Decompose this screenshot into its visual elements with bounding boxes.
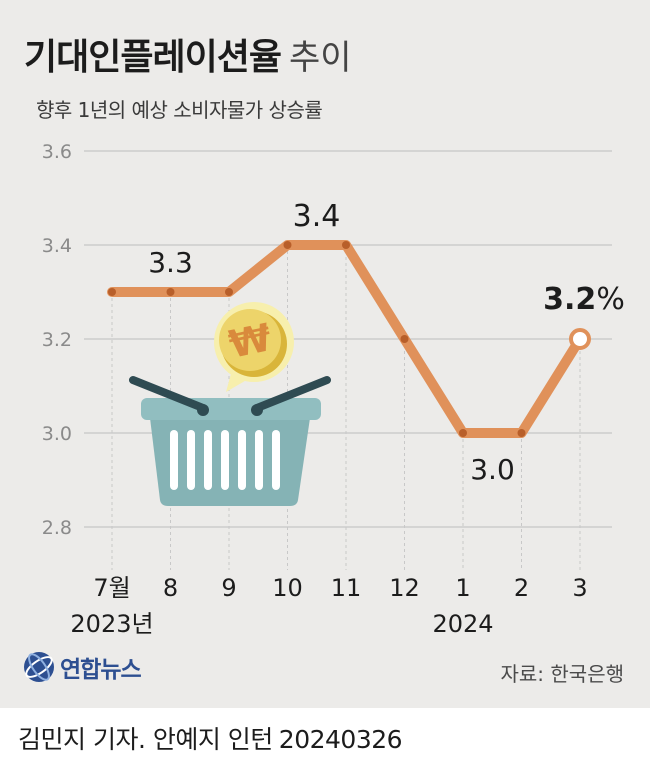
data-label: 3.4	[293, 199, 341, 234]
x-tick-label: 10	[272, 574, 303, 602]
x-tick-label: 12	[389, 574, 420, 602]
data-point	[108, 288, 116, 296]
data-label-latest: 3.2%	[543, 282, 625, 317]
y-tick-label: 3.0	[42, 423, 72, 445]
byline-date: 20240326	[278, 725, 403, 754]
x-tick-label: 11	[331, 574, 362, 602]
x-tick-label: 1	[455, 574, 470, 602]
data-label: 3.3	[148, 246, 193, 279]
logo-text: 연합뉴스	[60, 657, 142, 683]
y-tick-label: 3.2	[42, 329, 72, 351]
x-tick-label: 8	[163, 574, 178, 602]
chart-subtitle: 향후 1년의 예상 소비자물가 상승률	[36, 98, 323, 122]
title-main: 기대인플레이션율	[24, 37, 282, 78]
data-label: 3.0	[470, 453, 515, 486]
x-tick-label: 3	[572, 574, 587, 602]
data-point	[225, 288, 233, 296]
chart-title: 기대인플레이션율 추이	[24, 28, 352, 80]
yonhap-logo: 연합뉴스	[22, 650, 142, 684]
data-point-latest	[569, 328, 591, 350]
data-point	[283, 241, 292, 249]
x-tick-label: 7월	[93, 574, 130, 602]
y-tick-label: 2.8	[42, 517, 72, 539]
data-point	[517, 429, 526, 437]
title-suffix: 추이	[288, 38, 352, 78]
x-tick-label: 2	[514, 574, 529, 602]
data-point	[166, 288, 175, 296]
byline-author: 김민지 기자. 안예지 인턴	[18, 725, 273, 754]
x-year-label: 2024	[432, 610, 493, 638]
x-tick-label: 9	[221, 574, 236, 602]
byline: 김민지 기자. 안예지 인턴 20240326	[18, 720, 403, 756]
yonhap-globe-icon	[24, 652, 54, 682]
x-year-label: 2023년	[70, 610, 153, 638]
source-note: 자료: 한국은행	[500, 662, 625, 686]
chart-card	[0, 0, 650, 708]
shopping-basket-icon	[129, 376, 331, 506]
won-coin-icon: ₩	[214, 302, 294, 392]
y-tick-label: 3.4	[42, 235, 72, 257]
data-point	[342, 241, 350, 249]
data-point	[459, 429, 467, 437]
svg-text:₩: ₩	[225, 315, 275, 367]
y-tick-label: 3.6	[42, 141, 72, 163]
data-point	[400, 335, 409, 343]
